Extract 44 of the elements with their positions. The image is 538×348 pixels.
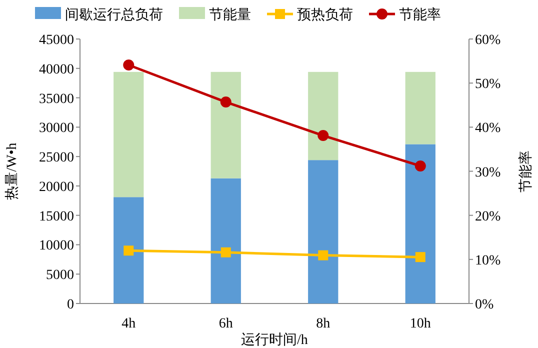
bar	[210, 72, 241, 178]
bar	[308, 160, 338, 304]
y-tick-label: 45000	[39, 33, 74, 48]
point	[415, 252, 426, 262]
y-axis-title: 热量/W•h	[4, 142, 20, 200]
y2-axis-title: 节能率	[518, 150, 534, 192]
x-axis-title: 运行时间/h	[241, 332, 308, 348]
y-tick-label: 10000	[39, 238, 74, 254]
x-tick-label: 10h	[410, 316, 431, 332]
y2-tick-label: 0%	[475, 298, 494, 312]
legend-label: 节能率	[399, 7, 441, 23]
legend-label: 预热负荷	[297, 7, 353, 23]
y-tick-label: 25000	[39, 150, 74, 166]
legend-label: 间歇运行总负荷	[65, 7, 163, 23]
bar	[405, 144, 436, 304]
bar	[114, 197, 144, 304]
x-tick-label: 8h	[316, 316, 330, 332]
x-tick-label: 6h	[218, 316, 233, 332]
point	[414, 160, 426, 172]
point	[318, 250, 328, 260]
y2-tick-label: 60%	[475, 33, 501, 48]
bar	[114, 72, 144, 198]
x-tick-label: 4h	[122, 316, 136, 332]
legend-label: 节能量	[209, 7, 251, 23]
point	[123, 60, 134, 71]
point	[220, 247, 231, 258]
point	[124, 246, 134, 256]
y-tick-label: 5000	[46, 268, 74, 284]
y2-tick-label: 50%	[475, 77, 501, 92]
y-tick-label: 40000	[39, 62, 74, 78]
bar	[405, 72, 436, 144]
y-tick-label: 20000	[39, 180, 74, 195]
bar	[308, 72, 338, 160]
bar	[210, 178, 241, 304]
y-tick-label: 30000	[39, 121, 74, 136]
y2-tick-label: 10%	[475, 253, 501, 268]
point	[318, 130, 329, 142]
y2-tick-label: 20%	[475, 209, 501, 224]
point	[220, 96, 232, 108]
y2-tick-label: 40%	[475, 121, 501, 136]
y-tick-label: 35000	[39, 92, 74, 107]
y-tick-label: 0	[67, 298, 74, 312]
y2-tick-label: 30%	[475, 165, 501, 180]
y-tick-label: 15000	[39, 209, 74, 224]
